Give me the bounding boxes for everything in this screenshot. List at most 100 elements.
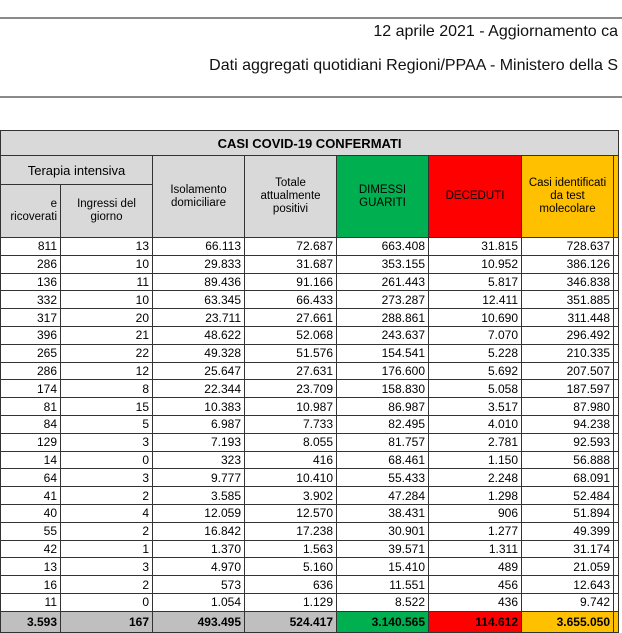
cell-deceduti: 906 (428, 503, 522, 523)
cell-deceduti: 10.952 (428, 254, 522, 274)
cell-isolamento: 573 (152, 575, 245, 594)
group-title: CASI COVID-19 CONFERMATI (0, 130, 620, 156)
cell-ricoverati: 55 (0, 521, 61, 541)
col-header-clipped (612, 155, 620, 238)
cell-molecolare: 52.484 (521, 486, 614, 505)
cell-isolamento: 7.193 (152, 432, 245, 452)
cell-guariti: 86.987 (336, 397, 429, 416)
table-row: 811 13 66.113 72.687 663.408 31.815 728.637 (0, 237, 620, 256)
cell-molecolare: 68.091 (521, 468, 614, 488)
cell-isolamento: 49.328 (152, 343, 245, 363)
cell-ricoverati: 14 (0, 450, 61, 470)
cell-ricoverati: 64 (0, 468, 61, 488)
cell-totale-positivi: 66.433 (244, 290, 337, 310)
table-row: 55 2 16.842 17.238 30.901 1.277 49.399 (0, 521, 620, 541)
table-row: 332 10 63.345 66.433 273.287 12.411 351.885 (0, 290, 620, 310)
cell-guariti: 38.431 (336, 503, 429, 523)
cell-guariti: 68.461 (336, 450, 429, 470)
cell-clipped (612, 450, 620, 470)
cell-ingressi: 4 (60, 503, 153, 523)
cell-isolamento: 29.833 (152, 254, 245, 274)
cell-guariti: 8.522 (336, 592, 429, 612)
cell-clipped (612, 557, 620, 577)
cell-ingressi: 1 (60, 539, 153, 559)
cell-molecolare: 187.597 (521, 379, 614, 399)
table-row: 174 8 22.344 23.709 158.830 5.058 187.597 (0, 379, 620, 399)
cell-guariti: 273.287 (336, 290, 429, 310)
cell-isolamento: 48.622 (152, 325, 245, 345)
cell-ricoverati: 332 (0, 290, 61, 310)
cell-ingressi: 12 (60, 361, 153, 381)
cell-clipped (612, 414, 620, 434)
cell-totale-positivi: 72.687 (244, 237, 337, 256)
cell-deceduti: 2.781 (428, 432, 522, 452)
cell-isolamento: 89.436 (152, 272, 245, 292)
col-header-deceduti: DECEDUTI (428, 155, 522, 238)
cell-clipped (612, 592, 620, 612)
covid-cases-table: CASI COVID-19 CONFERMATI Terapia intensi… (0, 130, 620, 633)
cell-clipped (612, 308, 620, 327)
cell-totale-positivi: 7.733 (244, 414, 337, 434)
header-rule (0, 96, 622, 98)
cell-ricoverati: 317 (0, 308, 61, 327)
cell-deceduti: 1.298 (428, 486, 522, 505)
cell-deceduti: 5.692 (428, 361, 522, 381)
cell-molecolare: 210.335 (521, 343, 614, 363)
table-row: 265 22 49.328 51.576 154.541 5.228 210.335 (0, 343, 620, 363)
cell-isolamento: 4.970 (152, 557, 245, 577)
cell-ingressi: 20 (60, 308, 153, 327)
cell-clipped (612, 432, 620, 452)
cell-guariti: 39.571 (336, 539, 429, 559)
cell-guariti: 81.757 (336, 432, 429, 452)
table-row: 136 11 89.436 91.166 261.443 5.817 346.838 (0, 272, 620, 292)
cell-deceduti: 1.150 (428, 450, 522, 470)
cell-ingressi: 2 (60, 486, 153, 505)
cell-clipped (612, 343, 620, 363)
cell-ingressi: 5 (60, 414, 153, 434)
table-row: 11 0 1.054 1.129 8.522 436 9.742 (0, 592, 620, 612)
cell-deceduti: 456 (428, 575, 522, 594)
cell-molecolare: 56.888 (521, 450, 614, 470)
cell-ricoverati: 84 (0, 414, 61, 434)
cell-clipped (612, 325, 620, 345)
cell-totale-positivi: 27.631 (244, 361, 337, 381)
cell-molecolare: 94.238 (521, 414, 614, 434)
cell-ricoverati: 396 (0, 325, 61, 345)
table-row: 16 2 573 636 11.551 456 12.643 (0, 575, 620, 594)
cell-ingressi: 10 (60, 254, 153, 274)
col-header-isolamento: Isolamento domiciliare (152, 155, 245, 238)
cell-ricoverati: 136 (0, 272, 61, 292)
cell-isolamento: 66.113 (152, 237, 245, 256)
cell-molecolare: 92.593 (521, 432, 614, 452)
cell-molecolare: 21.059 (521, 557, 614, 577)
cell-molecolare: 31.174 (521, 539, 614, 559)
col-header-molecolare: Casi identificati da test molecolare (521, 155, 614, 238)
cell-totale-positivi: 10.410 (244, 468, 337, 488)
table-row: 81 15 10.383 10.987 86.987 3.517 87.980 (0, 397, 620, 416)
cell-guariti: 154.541 (336, 343, 429, 363)
cell-molecolare: 346.838 (521, 272, 614, 292)
table-row: 64 3 9.777 10.410 55.433 2.248 68.091 (0, 468, 620, 488)
cell-guariti: 288.861 (336, 308, 429, 327)
cell-deceduti: 2.248 (428, 468, 522, 488)
cell-molecolare: 51.894 (521, 503, 614, 523)
cell-ricoverati: 42 (0, 539, 61, 559)
cell-isolamento: 1.054 (152, 592, 245, 612)
cell-ricoverati: 811 (0, 237, 61, 256)
cell-totale-positivi: 1.129 (244, 592, 337, 612)
col-header-ingressi: Ingressi del giorno (60, 184, 153, 238)
cell-totale-positivi: 1.563 (244, 539, 337, 559)
cell-ingressi: 15 (60, 397, 153, 416)
cell-molecolare: 386.126 (521, 254, 614, 274)
cell-isolamento: 10.383 (152, 397, 245, 416)
cell-ricoverati: 81 (0, 397, 61, 416)
cell-ingressi: 22 (60, 343, 153, 363)
table-row: 317 20 23.711 27.661 288.861 10.690 311.448 (0, 308, 620, 327)
cell-deceduti: 436 (428, 592, 522, 612)
cell-ricoverati: 13 (0, 557, 61, 577)
cell-molecolare: 311.448 (521, 308, 614, 327)
cell-molecolare: 12.643 (521, 575, 614, 594)
cell-molecolare: 87.980 (521, 397, 614, 416)
cell-molecolare: 728.637 (521, 237, 614, 256)
cell-guariti: 47.284 (336, 486, 429, 505)
